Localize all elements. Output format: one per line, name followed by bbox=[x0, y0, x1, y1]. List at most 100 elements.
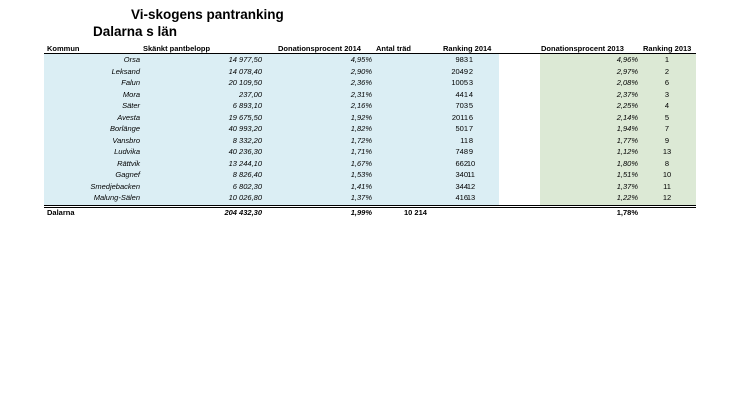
table-row: Falun 20 109,50 2,36% 1005 3 2,08% 6 bbox=[0, 78, 746, 88]
total-belopp: 204 432,30 bbox=[224, 208, 262, 217]
table-row: Leksand 14 078,40 2,90% 2049 2 2,97% 2 bbox=[0, 67, 746, 77]
total-pct-2013: 1,78% bbox=[616, 208, 638, 217]
header-antal-trad: Antal träd bbox=[376, 44, 412, 53]
cell-belopp: 20 109,50 bbox=[228, 78, 262, 87]
cell-belopp: 8 826,40 bbox=[232, 170, 262, 179]
cell-belopp: 237,00 bbox=[239, 89, 262, 99]
cell-pct2014: 1,67% bbox=[350, 158, 372, 168]
cell-kommun: Avesta bbox=[117, 112, 140, 122]
total-rule-top bbox=[44, 205, 696, 206]
cell-kommun: Vansbro bbox=[112, 135, 140, 145]
cell-kommun: Orsa bbox=[123, 55, 140, 64]
cell-rank2014: 6 bbox=[468, 112, 474, 122]
cell-rank2013: 5 bbox=[664, 112, 670, 122]
cell-pct2014: 2,31% bbox=[350, 89, 372, 99]
cell-pct2013: 1,12% bbox=[616, 147, 638, 156]
cell-kommun: Gagnef bbox=[115, 170, 140, 179]
cell-pct2014: 2,16% bbox=[350, 101, 372, 110]
cell-belopp: 40 993,20 bbox=[228, 124, 262, 133]
cell-rank2014: 11 bbox=[467, 170, 475, 179]
cell-pct2014: 1,41% bbox=[350, 181, 372, 191]
cell-rank2013: 1 bbox=[664, 55, 670, 64]
cell-pct2013: 1,77% bbox=[616, 135, 638, 145]
cell-pct2013: 1,37% bbox=[616, 181, 638, 191]
cell-pct2013: 1,80% bbox=[616, 158, 638, 168]
cell-rank2013: 4 bbox=[664, 101, 670, 110]
table-row: Gagnef 8 826,40 1,53% 340 11 1,51% 10 bbox=[0, 170, 746, 180]
cell-pct2013: 1,51% bbox=[616, 170, 638, 179]
header-ranking-2013: Ranking 2013 bbox=[643, 44, 692, 53]
header-donation-2014: Donationsprocent 2014 bbox=[278, 44, 361, 53]
cell-rank2014: 5 bbox=[468, 101, 474, 110]
cell-kommun: Mora bbox=[122, 89, 140, 99]
cell-pct2014: 1,92% bbox=[350, 112, 372, 122]
cell-pct2013: 2,14% bbox=[616, 112, 638, 122]
cell-kommun: Falun bbox=[121, 78, 140, 87]
cell-kommun: Rättvik bbox=[117, 158, 140, 168]
table-band-2013 bbox=[540, 54, 696, 206]
table-row: Borlänge 40 993,20 1,82% 501 7 1,94% 7 bbox=[0, 124, 746, 134]
cell-trad: 2011 bbox=[451, 112, 468, 122]
cell-pct2013: 2,08% bbox=[616, 78, 638, 87]
cell-kommun: Smedjebacken bbox=[90, 181, 140, 191]
cell-belopp: 14 078,40 bbox=[228, 66, 262, 76]
cell-pct2013: 1,22% bbox=[616, 193, 638, 202]
page-subtitle: Dalarna s län bbox=[93, 24, 178, 39]
header-rule bbox=[44, 53, 696, 54]
total-pct-2014: 1,99% bbox=[350, 208, 372, 217]
cell-pct2013: 4,96% bbox=[616, 55, 638, 64]
total-kommun: Dalarna bbox=[47, 208, 75, 217]
table-row: Malung-Sälen 10 026,80 1,37% 416 13 1,22% 12 bbox=[0, 193, 746, 203]
table-row: Rättvik 13 244,10 1,67% 662 10 1,80% 8 bbox=[0, 159, 746, 169]
cell-rank2014: 4 bbox=[468, 89, 474, 99]
cell-trad: 2049 bbox=[451, 66, 468, 76]
cell-rank2013: 10 bbox=[662, 170, 672, 179]
table-row: Vansbro 8 332,20 1,72% 11 8 1,77% 9 bbox=[0, 136, 746, 146]
table-row: Säter 6 893,10 2,16% 703 5 2,25% 4 bbox=[0, 101, 746, 111]
cell-rank2014: 10 bbox=[466, 158, 476, 168]
cell-trad: 441 bbox=[455, 89, 468, 99]
cell-pct2014: 1,71% bbox=[350, 147, 372, 156]
cell-trad: 11 bbox=[460, 135, 468, 145]
cell-belopp: 10 026,80 bbox=[228, 193, 262, 202]
cell-trad: 340 bbox=[455, 170, 468, 179]
cell-rank2013: 7 bbox=[664, 124, 670, 133]
cell-pct2014: 2,90% bbox=[350, 66, 372, 76]
cell-rank2013: 2 bbox=[664, 66, 670, 76]
cell-pct2014: 1,72% bbox=[350, 135, 372, 145]
cell-rank2014: 8 bbox=[468, 135, 474, 145]
cell-kommun: Malung-Sälen bbox=[93, 193, 140, 202]
cell-kommun: Ludvika bbox=[114, 147, 140, 156]
cell-belopp: 13 244,10 bbox=[228, 158, 262, 168]
cell-rank2013: 6 bbox=[664, 78, 670, 87]
cell-belopp: 6 893,10 bbox=[232, 101, 262, 110]
cell-pct2013: 1,94% bbox=[616, 124, 638, 133]
cell-belopp: 19 675,50 bbox=[228, 112, 262, 122]
cell-rank2014: 2 bbox=[468, 66, 474, 76]
cell-trad: 703 bbox=[455, 101, 468, 110]
cell-rank2013: 11 bbox=[663, 181, 671, 191]
cell-rank2013: 13 bbox=[662, 147, 672, 156]
table-row: Ludvika 40 236,30 1,71% 748 9 1,12% 13 bbox=[0, 147, 746, 157]
cell-trad: 662 bbox=[455, 158, 468, 168]
cell-rank2014: 13 bbox=[466, 193, 476, 202]
cell-rank2013: 9 bbox=[664, 135, 670, 145]
cell-rank2013: 12 bbox=[662, 193, 672, 202]
cell-rank2014: 3 bbox=[468, 78, 474, 87]
cell-trad: 748 bbox=[455, 147, 468, 156]
cell-rank2014: 7 bbox=[468, 124, 474, 133]
cell-trad: 416 bbox=[455, 193, 468, 202]
total-antal-trad: 10 214 bbox=[404, 208, 427, 217]
total-rule-bottom bbox=[44, 207, 696, 208]
cell-trad: 344 bbox=[455, 181, 468, 191]
table-band-2014 bbox=[44, 54, 499, 206]
cell-rank2014: 1 bbox=[468, 55, 474, 64]
cell-pct2014: 1,37% bbox=[350, 193, 372, 202]
cell-pct2013: 2,37% bbox=[616, 89, 638, 99]
header-pantbelopp: Skänkt pantbelopp bbox=[143, 44, 211, 53]
table-row: Smedjebacken 6 802,30 1,41% 344 12 1,37% 11 bbox=[0, 182, 746, 192]
cell-belopp: 8 332,20 bbox=[232, 135, 262, 145]
cell-rank2013: 8 bbox=[664, 158, 670, 168]
table-row: Avesta 19 675,50 1,92% 2011 6 2,14% 5 bbox=[0, 113, 746, 123]
page-title: Vi-skogens pantranking bbox=[131, 7, 284, 22]
